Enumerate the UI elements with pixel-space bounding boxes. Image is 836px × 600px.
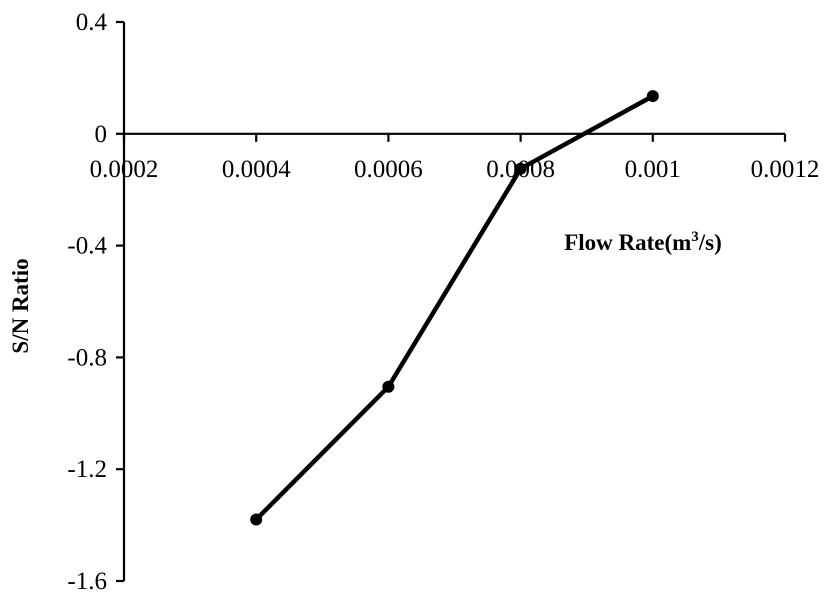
series-polyline bbox=[253, 93, 656, 522]
series-line bbox=[250, 90, 659, 526]
y-tick-label: -0.4 bbox=[67, 233, 107, 260]
x-tick-label: 0.0012 bbox=[751, 156, 820, 183]
y-tick-label: -0.8 bbox=[67, 344, 107, 371]
x-axis-title: Flow Rate(m3/s) bbox=[564, 229, 722, 255]
data-point bbox=[514, 162, 527, 175]
y-axis: 0.4 0 -0.4 -0.8 -1.2 -1.6 bbox=[67, 9, 126, 595]
y-axis-title: S/N Ratio bbox=[8, 258, 33, 353]
x-tick-label: 0.0006 bbox=[354, 156, 423, 183]
y-tick-label: 0.4 bbox=[76, 9, 108, 36]
y-tick-label: -1.2 bbox=[67, 456, 107, 483]
y-tick-label: 0 bbox=[95, 121, 108, 148]
y-tick-label: -1.6 bbox=[67, 568, 107, 595]
data-point bbox=[646, 90, 659, 103]
data-point bbox=[250, 513, 263, 526]
x-tick-label: 0.0004 bbox=[222, 156, 291, 183]
data-point bbox=[382, 380, 395, 393]
x-tick-label: 0.001 bbox=[625, 156, 681, 183]
x-tick-label: 0.0002 bbox=[90, 156, 159, 183]
